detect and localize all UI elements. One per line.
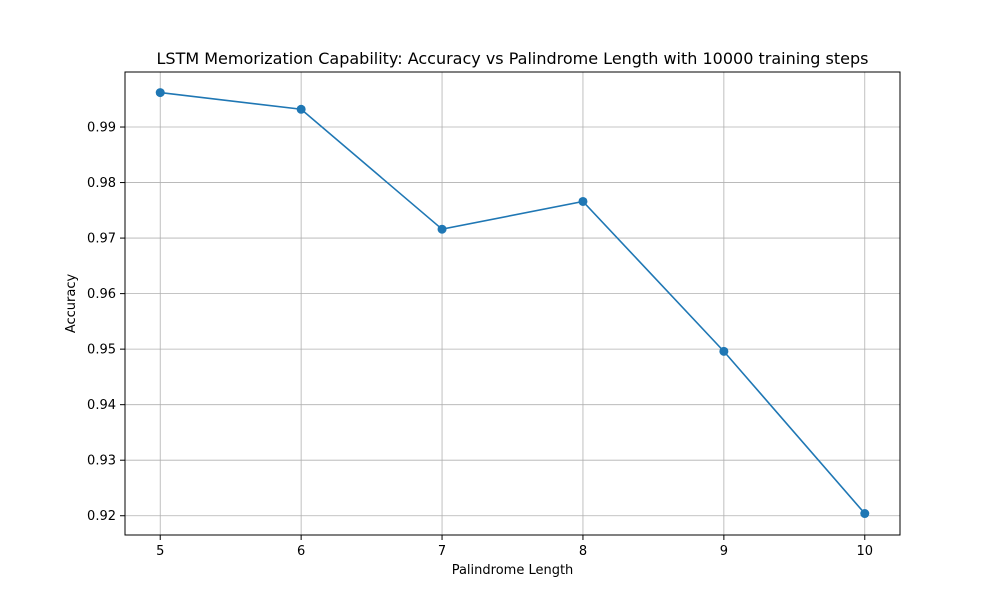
- data-point: [719, 346, 729, 356]
- x-tick-label: 9: [720, 544, 728, 559]
- chart-title: LSTM Memorization Capability: Accuracy v…: [157, 49, 869, 68]
- x-axis-ticks: 5 6 7 8 9 10: [156, 535, 873, 559]
- series-line: [160, 91, 866, 515]
- x-tick-label: 5: [156, 544, 164, 559]
- x-axis-label: Palindrome Length: [452, 563, 574, 578]
- data-point: [437, 224, 447, 234]
- y-tick-label: 0.92: [87, 509, 116, 524]
- y-tick-label: 0.95: [87, 343, 116, 358]
- y-tick-label: 0.94: [87, 398, 116, 413]
- y-tick-label: 0.93: [87, 454, 116, 469]
- x-tick-label: 8: [579, 544, 587, 559]
- y-tick-label: 0.99: [87, 121, 116, 136]
- x-tick-label: 6: [297, 544, 305, 559]
- grid-lines: [125, 72, 900, 535]
- data-point: [155, 88, 165, 98]
- y-tick-label: 0.98: [87, 176, 116, 191]
- x-tick-label: 7: [438, 544, 446, 559]
- y-axis-ticks: 0.92 0.93 0.94 0.95 0.96 0.97 0.98 0.99: [87, 121, 125, 524]
- data-point: [860, 509, 870, 519]
- x-tick-label: 10: [856, 544, 873, 559]
- plot-frame: [124, 71, 901, 536]
- data-point: [578, 196, 588, 206]
- y-tick-label: 0.97: [87, 232, 116, 247]
- data-point: [296, 104, 306, 114]
- y-tick-label: 0.96: [87, 287, 116, 302]
- data-series: [155, 88, 870, 519]
- y-axis-label: Accuracy: [64, 274, 79, 334]
